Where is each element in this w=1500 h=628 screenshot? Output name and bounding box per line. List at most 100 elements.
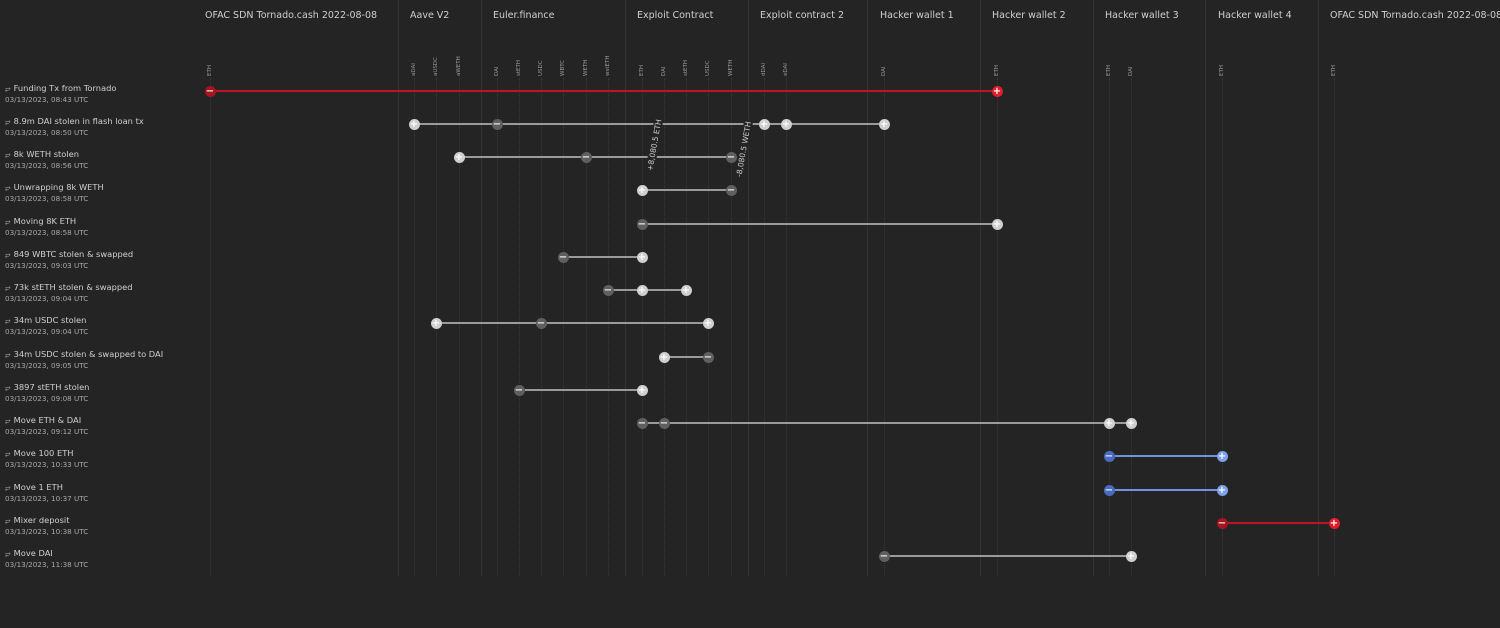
inflow-node-plus-icon[interactable]: + — [636, 284, 648, 296]
inflow-node-plus-icon[interactable]: + — [453, 151, 465, 163]
section-title: Exploit contract 2 — [760, 10, 845, 21]
row-title[interactable]: ⥂ Mixer deposit — [5, 515, 69, 526]
row-title[interactable]: ⥂ Unwrapping 8k WETH — [5, 182, 104, 193]
section-title: Hacker wallet 2 — [992, 10, 1066, 21]
row-title[interactable]: ⥂ Funding Tx from Tornado — [5, 83, 116, 94]
inflow-node-plus-icon[interactable]: + — [991, 218, 1003, 230]
token-column-line — [642, 78, 643, 576]
inflow-node-plus-icon[interactable]: + — [1216, 484, 1228, 496]
inflow-node-plus-icon[interactable]: + — [878, 118, 890, 130]
inflow-node-plus-icon[interactable]: + — [680, 284, 692, 296]
row-timestamp: 03/13/2023, 09:04 UTC — [5, 294, 89, 303]
token-label: aDAI — [411, 63, 417, 76]
inflow-node-plus-icon[interactable]: + — [1216, 450, 1228, 462]
outflow-node-minus-icon[interactable]: − — [1216, 517, 1228, 529]
row-label-text: Move ETH & DAI — [13, 415, 82, 425]
transfer-edge — [642, 189, 731, 191]
inflow-node-plus-icon[interactable]: + — [1328, 517, 1340, 529]
inflow-node-plus-icon[interactable]: + — [1125, 417, 1137, 429]
transfer-edge — [563, 256, 642, 258]
token-column-line — [563, 78, 564, 576]
row-timestamp: 03/13/2023, 08:43 UTC — [5, 95, 89, 104]
token-label: USDC — [538, 60, 544, 76]
token-column-line — [414, 78, 415, 576]
link-icon: ⥂ — [5, 317, 11, 325]
row-title[interactable]: ⥂ 73k stETH stolen & swapped — [5, 282, 133, 293]
token-label: USDC — [705, 60, 711, 76]
row-label-text: 3897 stETH stolen — [13, 382, 90, 392]
token-column-line — [764, 78, 765, 576]
row-title[interactable]: ⥂ 34m USDC stolen & swapped to DAI — [5, 349, 163, 360]
inflow-node-plus-icon[interactable]: + — [636, 384, 648, 396]
token-column-line — [686, 78, 687, 576]
link-icon: ⥂ — [5, 85, 11, 93]
section-divider — [398, 0, 399, 576]
token-column-line — [1109, 78, 1110, 576]
outflow-node-minus-icon[interactable]: − — [580, 151, 592, 163]
link-icon: ⥂ — [5, 417, 11, 425]
section-title: Hacker wallet 4 — [1218, 10, 1292, 21]
token-label: WBTC — [560, 59, 566, 76]
transfer-edge — [210, 90, 997, 92]
outflow-node-minus-icon[interactable]: − — [725, 184, 737, 196]
row-title[interactable]: ⥂ 3897 stETH stolen — [5, 382, 89, 393]
link-icon: ⥂ — [5, 384, 11, 392]
section-title: Aave V2 — [410, 10, 450, 21]
outflow-node-minus-icon[interactable]: − — [636, 218, 648, 230]
row-title[interactable]: ⥂ 34m USDC stolen — [5, 315, 86, 326]
inflow-node-plus-icon[interactable]: + — [1125, 550, 1137, 562]
outflow-node-minus-icon[interactable]: − — [204, 85, 216, 97]
outflow-node-minus-icon[interactable]: − — [557, 251, 569, 263]
inflow-node-plus-icon[interactable]: + — [658, 351, 670, 363]
token-label: aUSDC — [433, 57, 439, 76]
token-column-line — [786, 78, 787, 576]
outflow-node-minus-icon[interactable]: − — [535, 317, 547, 329]
inflow-node-plus-icon[interactable]: + — [1103, 417, 1115, 429]
outflow-node-minus-icon[interactable]: − — [1103, 484, 1115, 496]
row-timestamp: 03/13/2023, 09:12 UTC — [5, 427, 89, 436]
outflow-node-minus-icon[interactable]: − — [702, 351, 714, 363]
row-title[interactable]: ⥂ Move ETH & DAI — [5, 415, 81, 426]
inflow-node-plus-icon[interactable]: + — [991, 85, 1003, 97]
row-timestamp: 03/13/2023, 08:50 UTC — [5, 128, 89, 137]
section-divider — [1318, 0, 1319, 576]
row-title[interactable]: ⥂ Move 1 ETH — [5, 482, 63, 493]
token-label: ETH — [207, 65, 213, 76]
row-title[interactable]: ⥂ 8k WETH stolen — [5, 149, 79, 160]
inflow-node-plus-icon[interactable]: + — [408, 118, 420, 130]
outflow-node-minus-icon[interactable]: − — [636, 417, 648, 429]
inflow-node-plus-icon[interactable]: + — [758, 118, 770, 130]
row-label-text: Move 1 ETH — [13, 482, 63, 492]
outflow-node-minus-icon[interactable]: − — [602, 284, 614, 296]
inflow-node-plus-icon[interactable]: + — [702, 317, 714, 329]
inflow-node-plus-icon[interactable]: + — [430, 317, 442, 329]
outflow-node-minus-icon[interactable]: − — [725, 151, 737, 163]
outflow-node-minus-icon[interactable]: − — [878, 550, 890, 562]
section-divider — [867, 0, 868, 576]
outflow-node-minus-icon[interactable]: − — [1103, 450, 1115, 462]
token-column-line — [497, 78, 498, 576]
token-column-line — [608, 78, 609, 576]
row-timestamp: 03/13/2023, 11:38 UTC — [5, 560, 89, 569]
inflow-node-plus-icon[interactable]: + — [636, 251, 648, 263]
row-label-text: 849 WBTC stolen & swapped — [13, 249, 134, 259]
outflow-node-minus-icon[interactable]: − — [513, 384, 525, 396]
section-title: Hacker wallet 3 — [1105, 10, 1179, 21]
link-icon: ⥂ — [5, 351, 11, 359]
token-label: DAI — [881, 66, 887, 76]
link-icon: ⥂ — [5, 251, 11, 259]
row-title[interactable]: ⥂ Moving 8K ETH — [5, 216, 76, 227]
inflow-node-plus-icon[interactable]: + — [780, 118, 792, 130]
token-label: eDAI — [783, 63, 789, 76]
transfer-edge — [459, 156, 731, 158]
outflow-node-minus-icon[interactable]: − — [658, 417, 670, 429]
row-title[interactable]: ⥂ Move 100 ETH — [5, 448, 74, 459]
inflow-node-plus-icon[interactable]: + — [636, 184, 648, 196]
row-title[interactable]: ⥂ 849 WBTC stolen & swapped — [5, 249, 133, 260]
row-title[interactable]: ⥂ 8.9m DAI stolen in flash loan tx — [5, 116, 144, 127]
row-title[interactable]: ⥂ Move DAI — [5, 548, 53, 559]
row-label-text: Funding Tx from Tornado — [13, 83, 117, 93]
outflow-node-minus-icon[interactable]: − — [491, 118, 503, 130]
link-icon: ⥂ — [5, 218, 11, 226]
